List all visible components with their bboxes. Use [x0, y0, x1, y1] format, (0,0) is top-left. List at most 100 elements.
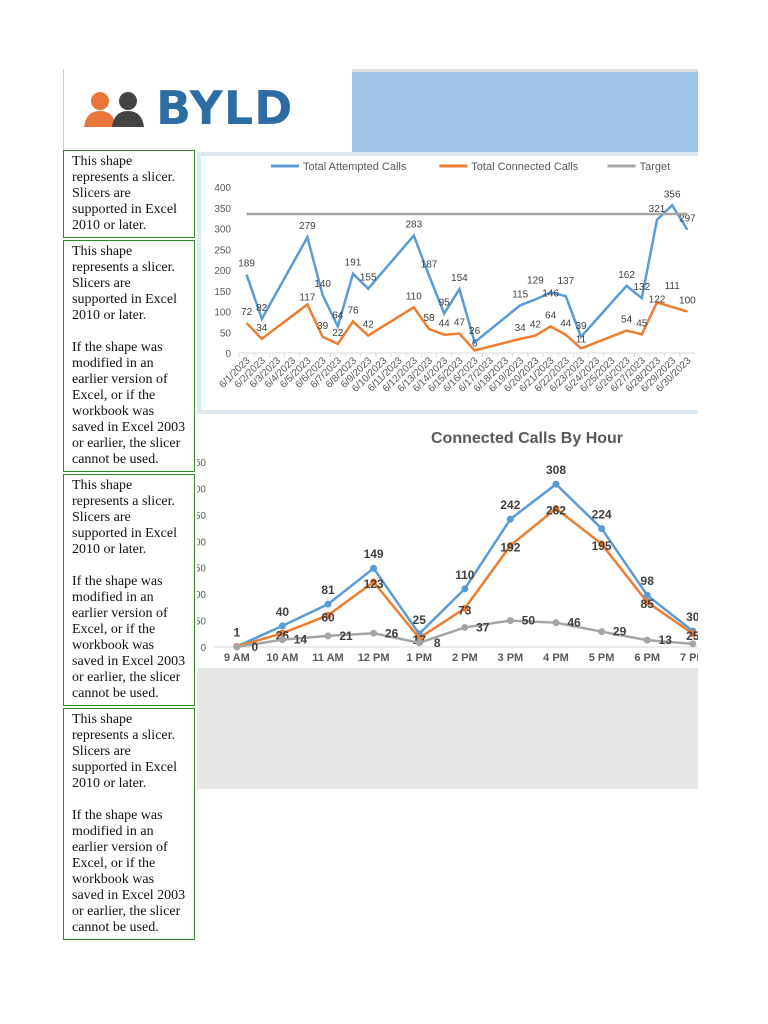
y-tick-label: 0 [225, 349, 231, 360]
data-point [552, 619, 560, 627]
data-label: 1 [233, 665, 240, 668]
data-label: 64 [332, 310, 344, 321]
data-label: 42 [530, 320, 542, 331]
chart-title: Connected Calls By Hour [431, 430, 623, 447]
hourly-calls-chart: Connected Calls By Hour05010015020025030… [197, 415, 698, 668]
data-label: 98 [641, 574, 655, 588]
data-label: 40 [276, 605, 290, 619]
slicer-column: This shape represents a slicer. Slicers … [63, 150, 195, 940]
people-icon [84, 92, 144, 127]
data-label: 262 [546, 504, 566, 518]
header-banner [352, 69, 698, 153]
data-point [598, 540, 606, 548]
data-label: 44 [439, 319, 451, 330]
y-tick-label: 350 [214, 204, 231, 215]
data-label: 82 [256, 303, 268, 314]
legend-label: Target [640, 161, 671, 173]
data-label: 25 [413, 613, 427, 627]
data-label: 132 [633, 282, 650, 293]
data-point [324, 632, 332, 640]
data-label: 146 [542, 288, 559, 299]
data-label: 123 [364, 577, 384, 591]
y-tick-label: 400 [214, 183, 231, 194]
data-point [233, 643, 241, 651]
y-tick-label: 300 [197, 484, 206, 495]
data-label: 30 [686, 610, 698, 624]
data-label: 29 [613, 625, 627, 639]
logo: BYLD [63, 69, 353, 152]
data-label: 1 [233, 625, 240, 639]
slicer-placeholder[interactable]: This shape represents a slicer. Slicers … [63, 474, 195, 706]
data-point [598, 525, 606, 533]
data-label: 50 [522, 614, 536, 628]
data-point [461, 604, 469, 612]
x-tick-label: 1 PM [406, 652, 432, 664]
data-label: 100 [679, 296, 696, 307]
data-label: 140 [314, 279, 331, 290]
x-tick-label: 2 PM [452, 652, 478, 664]
y-tick-label: 200 [197, 537, 206, 548]
data-point [370, 578, 378, 586]
legend-label: Total Attempted Calls [303, 161, 407, 173]
y-tick-label: 50 [197, 617, 206, 628]
data-point [552, 480, 560, 488]
data-label: 26 [469, 326, 481, 337]
y-tick-label: 250 [214, 245, 231, 256]
data-label: 58 [423, 313, 435, 324]
data-point [324, 600, 332, 608]
data-label: 154 [451, 273, 468, 284]
y-tick-label: 200 [214, 266, 231, 277]
data-label: 11 [576, 334, 587, 345]
data-label: 39 [575, 321, 587, 332]
y-tick-label: 350 [197, 458, 206, 469]
data-label: 46 [567, 616, 581, 630]
data-label: 34 [256, 323, 268, 334]
data-point [689, 630, 697, 638]
data-label: 122 [649, 294, 666, 305]
data-label: 149 [364, 547, 384, 561]
series-line [236, 482, 694, 648]
slicer-placeholder[interactable]: This shape represents a slicer. Slicers … [63, 150, 195, 238]
data-label: 76 [347, 305, 359, 316]
data-point [370, 629, 378, 637]
data-label: 72 [241, 307, 253, 318]
data-label: 356 [664, 189, 681, 200]
x-tick-label: 5 PM [589, 652, 615, 664]
data-label: 8 [434, 636, 441, 650]
data-point [461, 585, 469, 593]
data-point [415, 639, 423, 647]
data-label: 60 [321, 610, 335, 624]
data-label: 0 [251, 640, 258, 654]
data-label: 42 [363, 320, 375, 331]
data-label: 117 [299, 292, 315, 303]
data-label: 242 [500, 498, 520, 512]
data-label: 44 [560, 319, 572, 330]
data-label: 192 [500, 541, 520, 555]
data-point [278, 629, 286, 637]
data-point [506, 515, 514, 523]
x-tick-label: 4 PM [543, 652, 569, 664]
data-label: 111 [665, 281, 681, 292]
y-tick-label: 50 [220, 328, 232, 339]
data-point [689, 640, 697, 648]
data-label: 283 [405, 220, 422, 231]
data-label: 191 [345, 258, 362, 269]
data-point [461, 623, 469, 631]
data-label: 81 [321, 583, 335, 597]
data-label: 34 [515, 323, 527, 334]
legend-label: Total Connected Calls [471, 161, 579, 173]
data-point [278, 622, 286, 630]
slicer-placeholder[interactable]: This shape represents a slicer. Slicers … [63, 240, 195, 472]
data-point [598, 628, 606, 636]
y-tick-label: 250 [197, 511, 206, 522]
y-tick-label: 0 [200, 643, 206, 654]
x-tick-label: 9 AM [224, 652, 250, 664]
data-label: 95 [439, 298, 451, 309]
data-label: 73 [458, 603, 472, 617]
data-label: 308 [546, 463, 566, 477]
data-label: 321 [649, 204, 666, 215]
series-line [245, 203, 689, 345]
slicer-placeholder[interactable]: This shape represents a slicer. Slicers … [63, 708, 195, 940]
series-line [245, 300, 688, 352]
data-point [643, 591, 651, 599]
